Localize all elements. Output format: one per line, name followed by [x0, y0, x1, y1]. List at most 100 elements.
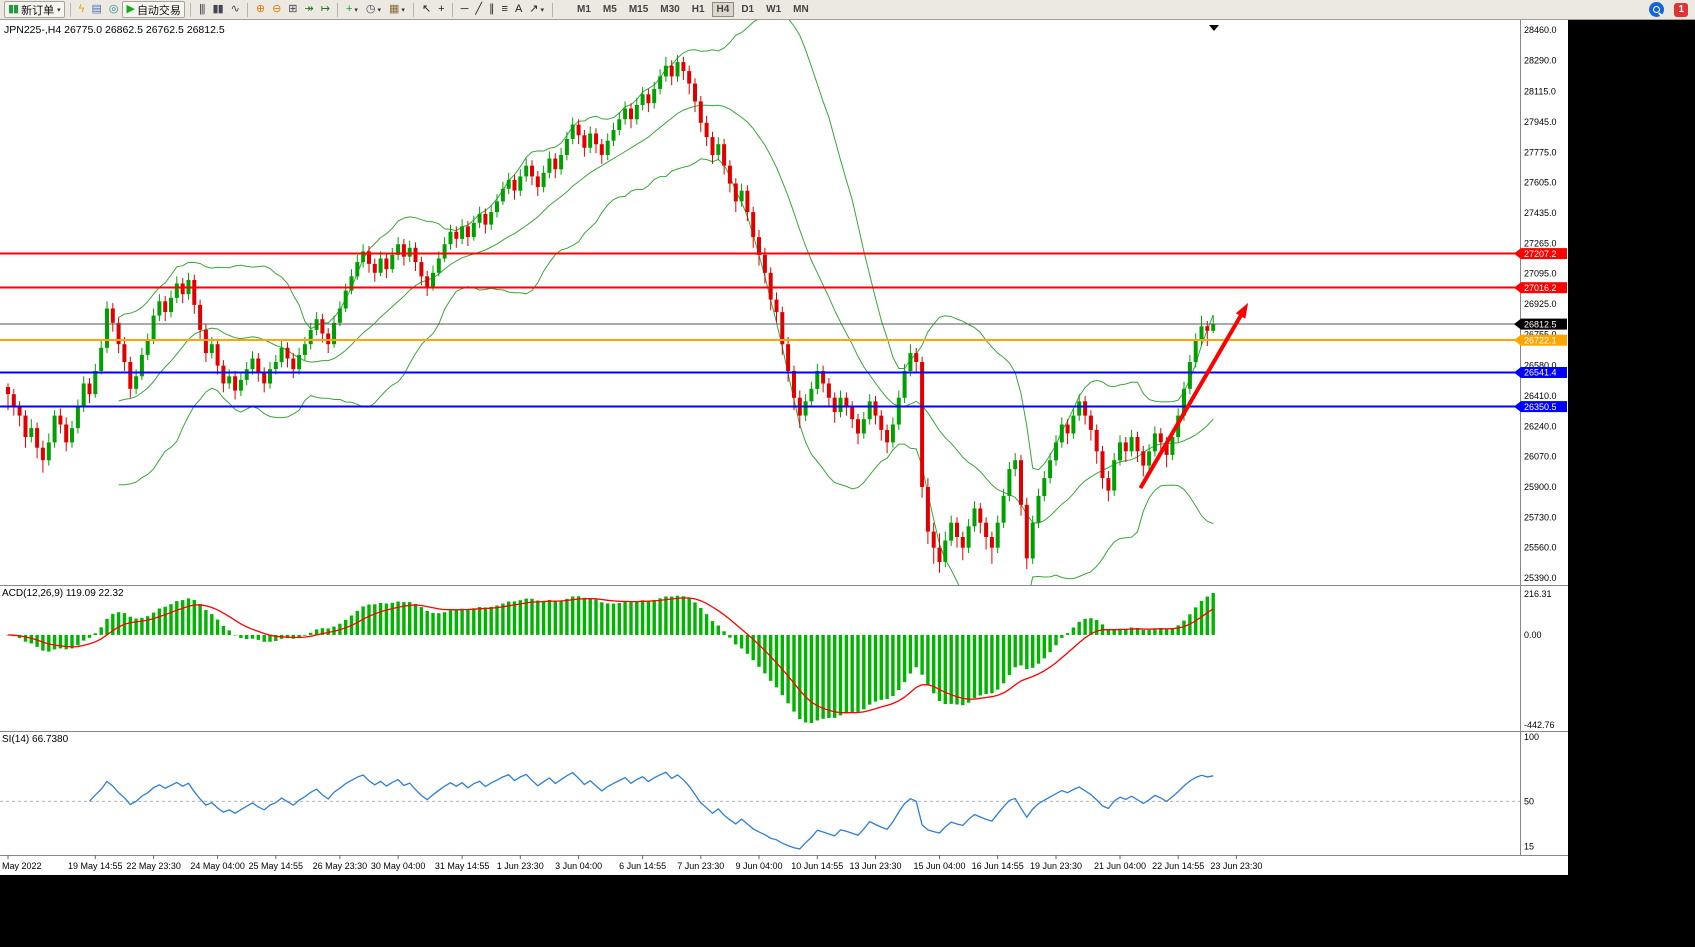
svg-text:-442.76: -442.76 [1524, 720, 1555, 730]
periods-button[interactable]: ◷ ▾ [363, 1, 384, 18]
timeframe-m1-button[interactable]: M1 [572, 2, 596, 17]
auto-scroll-icon: ↠ [304, 3, 314, 15]
price-tag: 26350.5 [1514, 401, 1567, 413]
toolbar-right: 1 [1649, 2, 1692, 17]
svg-text:100: 100 [1524, 732, 1539, 742]
channel-tool-button[interactable]: ∥ [486, 1, 497, 18]
zoom-out-button[interactable]: ⊖ [269, 1, 283, 18]
new-order-icon: ▮▮ [8, 3, 19, 15]
periods-icon: ◷ [365, 3, 376, 15]
timeframe-d1-button[interactable]: D1 [736, 2, 759, 17]
svg-text:26350.5: 26350.5 [1524, 402, 1557, 412]
svg-text:22 May 23:30: 22 May 23:30 [126, 861, 181, 871]
text-tool-button[interactable]: A [512, 1, 524, 18]
svg-text:25730.0: 25730.0 [1524, 512, 1557, 522]
chart-background [0, 20, 1568, 585]
chart-window: 28460.0 28290.0 28115.0 27945.0 27775.0 27605… [0, 20, 1568, 875]
search-icon[interactable] [1649, 2, 1665, 17]
svg-text:10 Jun 14:55: 10 Jun 14:55 [791, 861, 843, 871]
auto-trading-icon: ▶ [126, 3, 135, 15]
dropdown-caret-icon: ▾ [377, 6, 382, 14]
zoom-in-icon: ⊕ [255, 3, 265, 15]
toolbar-separator [336, 2, 338, 17]
auto-scroll-button[interactable]: ↠ [302, 1, 316, 18]
timeframe-m15-button[interactable]: M15 [624, 2, 653, 17]
svg-text:26812.5: 26812.5 [1524, 319, 1557, 329]
auto-trading-button[interactable]: ▶ 自动交易 [122, 1, 185, 18]
toolbar-separator [451, 2, 453, 17]
trendline-tool-icon: ╱ [475, 3, 482, 15]
cursor-icon: ↖ [421, 3, 431, 15]
price-tag: 26812.5 [1514, 318, 1567, 330]
timeframe-h4-button[interactable]: H4 [711, 2, 735, 17]
svg-text:30 May 04:00: 30 May 04:00 [371, 861, 426, 871]
time-axis[interactable]: May 2022 19 May 14:55 22 May 23:30 24 May 0… [0, 855, 1568, 875]
svg-text:25390.0: 25390.0 [1524, 573, 1557, 583]
dropdown-caret-icon: ▾ [401, 6, 405, 14]
svg-text:27016.2: 27016.2 [1524, 283, 1557, 293]
cursor-button[interactable]: ↖ [419, 1, 433, 18]
timeframe-m5-button[interactable]: M5 [598, 2, 622, 17]
dropdown-caret-icon: ▾ [540, 6, 545, 14]
hline-tool-button[interactable]: ─ [458, 1, 471, 18]
timeframe-buttons: M1 M5 M15 M30 H1 H4 D1 W1 MN [571, 2, 815, 17]
timeframe-w1-button[interactable]: W1 [761, 2, 786, 17]
trend-arrow[interactable] [1138, 302, 1249, 490]
new-order-button-label: 新订单 [21, 4, 55, 17]
svg-text:50: 50 [1524, 796, 1534, 806]
add-indicator-button[interactable]: + ▾ [343, 1, 361, 18]
chart-shift-button[interactable]: ↦ [318, 1, 332, 18]
svg-text:7 Jun 23:30: 7 Jun 23:30 [677, 861, 724, 871]
svg-text:26541.4: 26541.4 [1524, 368, 1557, 378]
chart-title: JPN225-,H4 26775.0 26862.5 26762.5 26812… [4, 24, 225, 36]
svg-text:216.31: 216.31 [1524, 589, 1552, 599]
market-button[interactable]: ◎ [106, 1, 121, 18]
timeframe-m30-button[interactable]: M30 [655, 2, 684, 17]
svg-text:26240.0: 26240.0 [1524, 421, 1557, 431]
toolbar-items: ▮▮ 新订单 ▾ ϟ ▤ ◎ ▶ 自动交易 ||| ▮▮ ∿ ⊕ ⊖ ⊞ ↠ ↦ + ▾ ◷ ▾ ▦ ▾ ↖ + ─ ╱ ∥ ≡ A ↗ ▾ [3, 0, 557, 19]
macd-panel[interactable]: 216.31 0.00 -442.76 ACD(12,26,9) 119.09 22.… [0, 585, 1568, 731]
candles-chart-button[interactable]: ▮▮ [210, 1, 226, 18]
svg-text:3 Jun 04:00: 3 Jun 04:00 [555, 861, 602, 871]
crosshair-icon: + [438, 3, 445, 15]
svg-text:28115.0: 28115.0 [1524, 87, 1556, 97]
svg-text:28290.0: 28290.0 [1524, 55, 1557, 65]
svg-text:26722.1: 26722.1 [1524, 335, 1557, 345]
svg-text:26 May 23:30: 26 May 23:30 [313, 861, 368, 871]
svg-text:9 Jun 04:00: 9 Jun 04:00 [735, 861, 782, 871]
svg-text:26410.0: 26410.0 [1524, 391, 1557, 401]
scroll-to-end-marker[interactable] [1209, 25, 1219, 31]
new-order-button[interactable]: ▮▮ 新订单 ▾ [4, 1, 65, 18]
express-button[interactable]: ϟ [76, 1, 87, 18]
channel-tool-icon: ∥ [489, 3, 494, 15]
svg-text:27435.0: 27435.0 [1524, 208, 1557, 218]
bars-chart-button[interactable]: ||| [196, 1, 208, 18]
svg-text:28460.0: 28460.0 [1524, 25, 1557, 35]
templates-button[interactable]: ▦ ▾ [386, 1, 408, 18]
fibonacci-tool-button[interactable]: ≡ [499, 1, 510, 18]
svg-text:24 May 04:00: 24 May 04:00 [190, 861, 245, 871]
toolbar: ▮▮ 新订单 ▾ ϟ ▤ ◎ ▶ 自动交易 ||| ▮▮ ∿ ⊕ ⊖ ⊞ ↠ ↦ + ▾ ◷ ▾ ▦ ▾ ↖ + ─ ╱ ∥ ≡ A ↗ ▾… [0, 0, 1695, 20]
timeframe-h1-button[interactable]: H1 [687, 2, 710, 17]
news-button[interactable]: ▤ [88, 1, 103, 18]
templates-icon: ▦ [389, 3, 399, 15]
level-lines[interactable] [0, 252, 1520, 408]
notification-badge[interactable]: 1 [1674, 2, 1688, 17]
arrows-tool-button[interactable]: ↗ ▾ [526, 1, 547, 18]
tile-windows-button[interactable]: ⊞ [285, 1, 299, 18]
crosshair-button[interactable]: + [435, 1, 446, 18]
svg-text:19 May 14:55: 19 May 14:55 [68, 861, 123, 871]
timeframe-mn-button[interactable]: MN [788, 2, 814, 17]
chart-shift-icon: ↦ [320, 3, 330, 15]
rsi-panel[interactable]: 100 50 15 SI(14) 66.7380 [0, 731, 1568, 855]
svg-text:13 Jun 23:30: 13 Jun 23:30 [849, 861, 901, 871]
main-chart[interactable]: 28460.0 28290.0 28115.0 27945.0 27775.0 27605… [0, 20, 1568, 585]
svg-text:26755.0: 26755.0 [1524, 329, 1557, 339]
line-chart-button[interactable]: ∿ [228, 1, 242, 18]
add-indicator-icon: + [345, 3, 353, 15]
trendline-tool-button[interactable]: ╱ [472, 1, 484, 18]
macd-label: ACD(12,26,9) 119.09 22.32 [2, 588, 124, 599]
svg-text:27095.0: 27095.0 [1524, 269, 1557, 279]
zoom-in-button[interactable]: ⊕ [253, 1, 267, 18]
price-axis[interactable]: 28460.0 28290.0 28115.0 27945.0 27775.0 27605… [1520, 20, 1557, 585]
